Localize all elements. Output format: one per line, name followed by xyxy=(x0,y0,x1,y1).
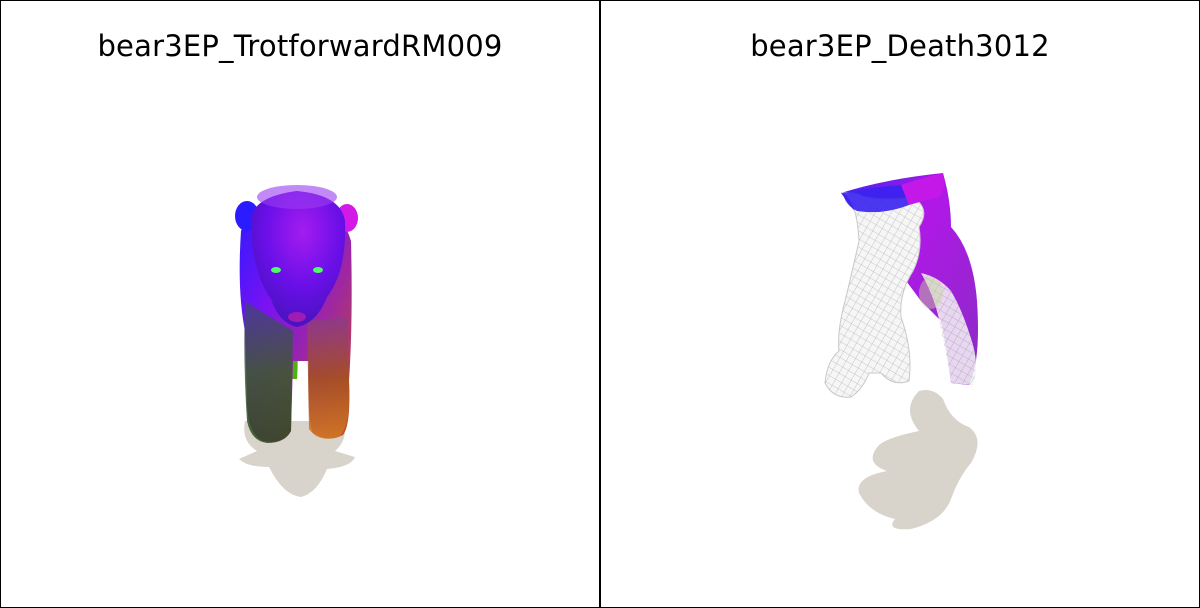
render-panel-right: bear3EP_Death3012 xyxy=(600,0,1200,608)
bear-render-left xyxy=(235,185,358,497)
render-panel-left: bear3EP_TrotforwardRM009 xyxy=(0,0,600,608)
panel-title-left: bear3EP_TrotforwardRM009 xyxy=(97,29,503,63)
panel-title-right: bear3EP_Death3012 xyxy=(750,29,1050,63)
bear-render-right xyxy=(824,173,978,530)
